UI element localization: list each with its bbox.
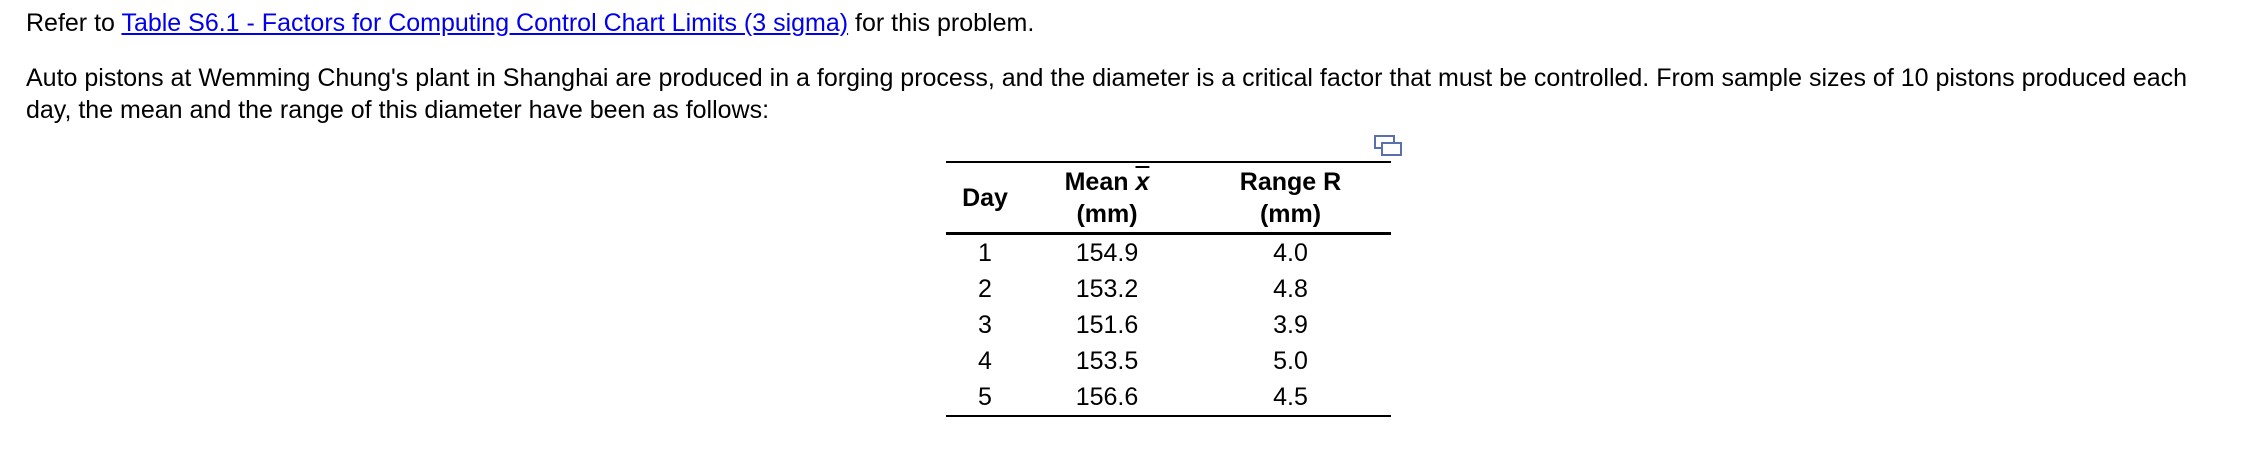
cell-day: 1	[978, 239, 992, 267]
problem-statement: Auto pistons at Wemming Chung's plant in…	[26, 64, 2188, 124]
table-row: 5 156.6 4.5	[946, 379, 1391, 416]
cell-mean: 151.6	[1075, 311, 1139, 339]
cell-day: 4	[978, 347, 992, 375]
table-row: 2 153.2 4.8	[946, 271, 1391, 307]
cell-mean: 156.6	[1075, 383, 1139, 411]
cell-range: 3.9	[1273, 311, 1308, 339]
table-row: 1 154.9 4.0	[946, 234, 1391, 272]
cell-range: 4.0	[1273, 239, 1308, 267]
cell-day: 2	[978, 275, 992, 303]
cell-mean: 154.9	[1075, 239, 1139, 267]
table-header-row: Day Mean x (mm) Range R (mm)	[946, 162, 1391, 234]
cell-day: 3	[978, 311, 992, 339]
data-table-container: Day Mean x (mm) Range R (mm) 1 154.9 4.0…	[946, 161, 1391, 417]
cell-mean: 153.5	[1075, 347, 1139, 375]
cell-mean: 153.2	[1075, 275, 1139, 303]
copy-to-clipboard-icon[interactable]	[1374, 135, 1402, 157]
cell-range: 4.5	[1273, 383, 1308, 411]
cell-day: 5	[978, 383, 992, 411]
intro-suffix: for this problem.	[848, 9, 1035, 37]
table-s6-1-link[interactable]: Table S6.1 - Factors for Computing Contr…	[121, 9, 849, 37]
cell-range: 4.8	[1273, 275, 1308, 303]
header-mean: Mean x (mm)	[1024, 162, 1190, 234]
intro-prefix: Refer to	[26, 9, 122, 37]
table-row: 4 153.5 5.0	[946, 343, 1391, 379]
header-range-label: Range R	[1239, 168, 1342, 196]
piston-data-table: Day Mean x (mm) Range R (mm) 1 154.9 4.0…	[946, 161, 1391, 417]
header-mean-label: Mean	[1064, 168, 1129, 196]
header-mean-unit: (mm)	[1076, 200, 1138, 228]
cell-range: 5.0	[1273, 347, 1308, 375]
header-mean-symbol: x	[1135, 168, 1150, 196]
header-day: Day	[962, 184, 1008, 212]
header-range: Range R (mm)	[1190, 162, 1391, 234]
header-range-unit: (mm)	[1259, 200, 1322, 228]
table-row: 3 151.6 3.9	[946, 307, 1391, 343]
intro-line: Refer to Table S6.1 - Factors for Comput…	[26, 6, 1034, 40]
